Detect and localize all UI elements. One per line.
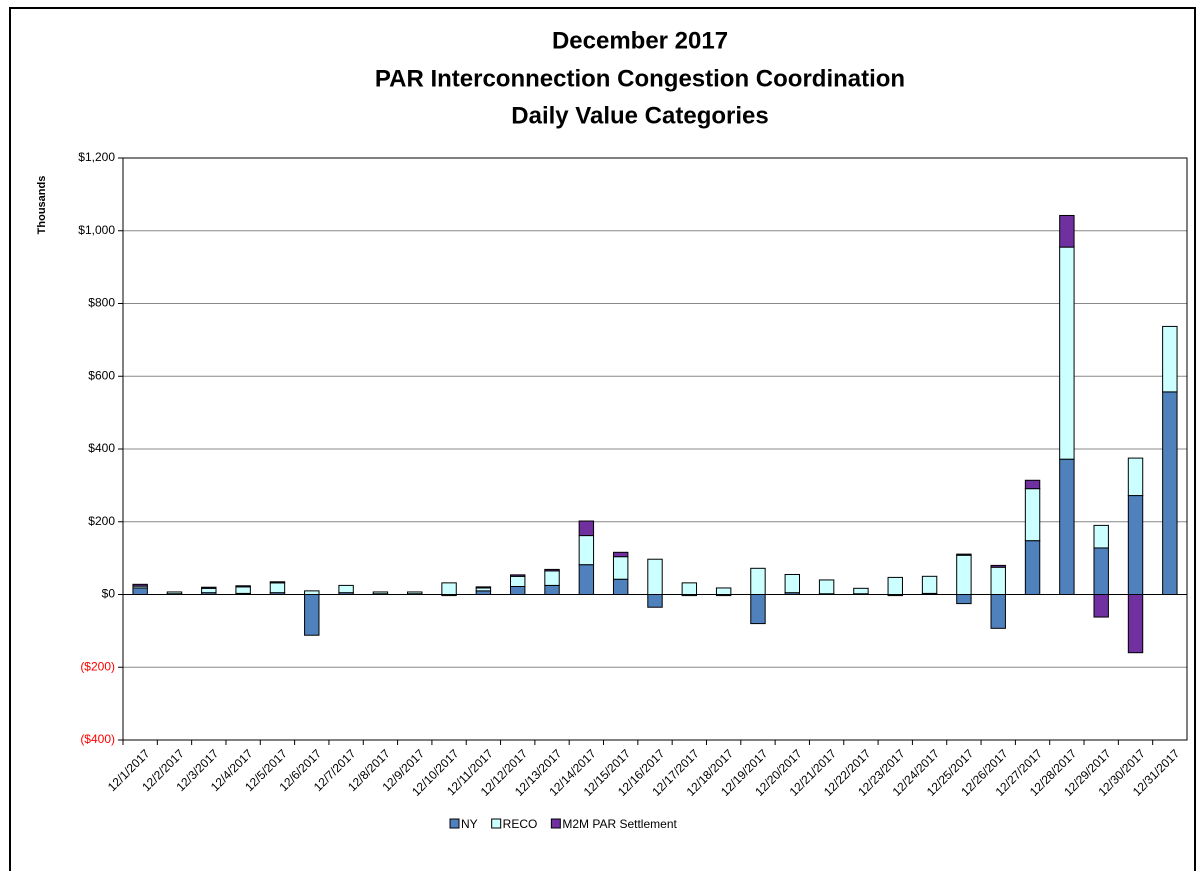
bar [956,594,972,605]
plot-area [122,157,1188,741]
legend-swatch [550,818,561,829]
bar [1127,457,1144,497]
bar [544,568,560,572]
chart-title: December 2017 [552,27,728,54]
bar [1127,594,1144,654]
bar [1093,594,1109,618]
bar [304,594,320,636]
bar [647,558,663,595]
bar [990,564,1006,568]
bar [1059,246,1075,460]
bar [784,573,800,594]
legend-swatch [449,818,460,829]
y-tick-label: $200 [88,514,115,528]
legend-swatch [491,818,502,829]
bar [166,591,183,595]
bar [269,582,286,594]
bar [578,520,595,537]
bar [304,590,320,595]
bar [544,570,560,586]
bar [887,576,903,595]
bar [544,584,560,595]
bar [612,551,629,558]
bar [1024,540,1041,595]
bar [510,574,526,577]
bar [1093,547,1109,596]
bar [235,586,251,594]
y-tick-label: $1,200 [78,150,115,164]
bar [475,590,492,595]
bar [510,585,526,595]
bar [132,587,148,596]
bar [1059,458,1075,595]
bar [853,587,869,595]
y-tick-label: $0 [102,587,116,601]
bar [1093,524,1109,549]
bar [715,587,732,596]
bar [578,535,595,566]
bar [681,582,698,595]
chart-title: PAR Interconnection Congestion Coordinat… [375,65,905,92]
bar [1162,325,1178,393]
bar [1059,214,1075,248]
bar [956,553,972,556]
chart-title: Daily Value Categories [511,102,768,129]
bar [269,581,286,584]
legend-label: NY [461,817,478,831]
bar [201,586,217,589]
bar [921,575,938,594]
legend-label: RECO [503,817,538,831]
bar [612,578,629,595]
bar [441,582,457,595]
bar [338,584,354,594]
y-tick-label: $1,000 [78,223,115,237]
bar [818,579,835,595]
bar [1162,391,1178,595]
y-tick-label: ($200) [80,659,115,673]
legend-label: M2M PAR Settlement [562,817,677,831]
bar [750,594,766,625]
y-tick-label: $400 [88,441,115,455]
bar [956,554,972,596]
bar [1127,495,1144,595]
bar [612,556,629,580]
bar [235,585,251,588]
bar [578,564,595,595]
y-tick-label: $600 [88,368,115,382]
y-axis-label: Thousands [36,176,48,235]
bar [990,594,1006,629]
bar [990,566,1006,595]
bar [1024,479,1041,490]
bar [132,583,148,587]
bar [750,567,766,595]
bar [510,575,526,587]
bar [475,586,492,589]
y-tick-label: ($400) [80,732,115,746]
bar [647,594,663,608]
bar [372,591,389,595]
bar [1024,488,1041,542]
chart-frame [9,7,1196,871]
y-tick-label: $800 [88,296,115,310]
bar [201,587,217,594]
bar [407,591,423,595]
